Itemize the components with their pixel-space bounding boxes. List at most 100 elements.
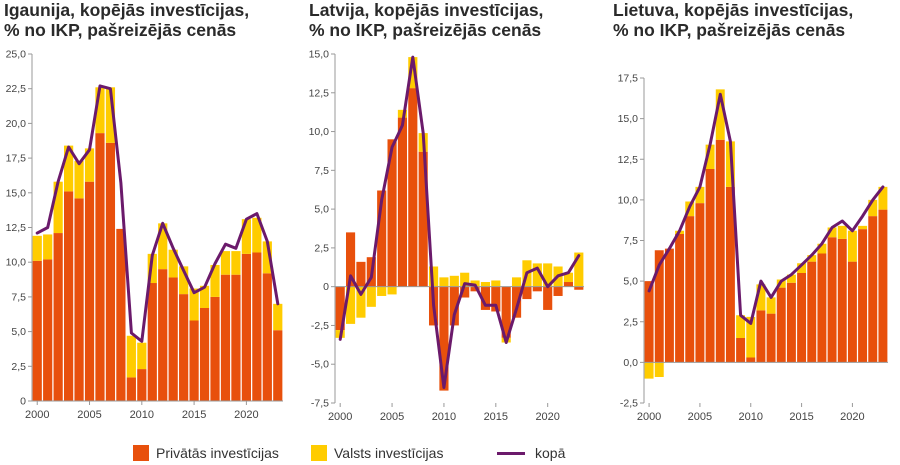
- lithuania-xtick-label: 2005: [688, 411, 712, 423]
- estonia-ytick-label: 17,5: [6, 153, 27, 165]
- estonia-bar-public: [137, 342, 147, 370]
- legend-total-line: [497, 451, 525, 455]
- estonia-bar-public: [179, 266, 189, 295]
- latvia-ytick-label: 12,5: [309, 87, 330, 99]
- lithuania-total-line: [647, 92, 885, 325]
- estonia-xtick-label: 2020: [234, 409, 258, 421]
- latvia-bar-private: [501, 286, 511, 338]
- lithuania-ytick-label: 15,0: [618, 113, 639, 125]
- lithuania-bar-public: [695, 186, 705, 204]
- latvia-bar-private: [543, 286, 553, 310]
- lithuania-bar-private: [675, 234, 685, 363]
- lithuania-bar-public: [705, 144, 715, 169]
- charts-canvas: 0 2,5 5,0 7,5 10,0 12,5 15,0 17,5 20,0 22,5 25,0 20…: [6, 49, 888, 423]
- estonia-ytick-label: 7,5: [11, 291, 26, 303]
- title-estonia: Igaunija, kopējās investīcijas, % no IKP…: [4, 0, 249, 40]
- estonia-bar-public: [74, 160, 84, 199]
- lithuania-bar-public: [756, 284, 766, 311]
- estonia-bar-private: [158, 269, 168, 401]
- estonia-bar-public: [147, 253, 157, 284]
- latvia-bar-private: [335, 286, 345, 331]
- estonia-bar-private: [53, 233, 63, 401]
- latvia-xtick-label: 2010: [432, 411, 456, 423]
- estonia-bar-public: [231, 251, 241, 275]
- lithuania-bar-private: [868, 216, 878, 363]
- estonia-xtick-label: 2005: [77, 409, 101, 421]
- lithuania-bar-public: [746, 316, 756, 358]
- lithuania-bar-private: [736, 338, 746, 363]
- lithuania-bar-public: [797, 263, 807, 273]
- latvia-ytick-label: 5,0: [314, 204, 329, 216]
- lithuania-ytick-label: 5,0: [623, 276, 638, 288]
- lithuania-bar-public: [766, 297, 776, 314]
- legend-public-label: Valsts investīcijas: [334, 445, 444, 461]
- lithuania-bar-private: [847, 261, 857, 363]
- lithuania-bar-private: [878, 209, 888, 363]
- estonia-bar-private: [105, 142, 116, 401]
- latvia-bar-private: [491, 286, 501, 312]
- latvia-ytick-label: -5,0: [311, 359, 329, 371]
- estonia-ytick-label: 25,0: [6, 49, 27, 61]
- estonia-bar-private: [168, 277, 178, 401]
- lithuania-bar-private: [786, 282, 796, 363]
- estonia-ytick-label: 0: [20, 396, 26, 408]
- latvia-bar-private: [449, 286, 459, 326]
- latvia-bar-private: [356, 261, 366, 287]
- estonia-bar-private: [231, 274, 241, 401]
- estonia-bar-public: [84, 148, 95, 182]
- lithuania-bar-public: [786, 274, 796, 283]
- estonia-bar-public: [189, 288, 199, 321]
- lithuania-bar-public: [644, 362, 654, 379]
- latvia-bar-public: [439, 277, 449, 287]
- latvia-ytick-label: -2,5: [311, 320, 329, 332]
- estonia-bar-private: [210, 296, 220, 401]
- lithuania-bar-private: [776, 287, 786, 363]
- latvia-bar-public: [511, 277, 522, 287]
- estonia-xtick-label: 2015: [182, 409, 206, 421]
- latvia-bar-public: [532, 263, 542, 287]
- latvia-ytick-label: 15,0: [309, 49, 330, 61]
- estonia-ytick-label: 20,0: [6, 118, 27, 130]
- latvia-bar-public: [543, 263, 553, 287]
- estonia-bar-public: [220, 251, 231, 275]
- estonia-bar-private: [273, 330, 283, 401]
- latvia-bar-public: [563, 272, 574, 283]
- estonia-bar-public: [210, 264, 220, 297]
- estonia-bar-private: [147, 283, 157, 401]
- latvia-bar-private: [439, 286, 449, 391]
- legend-total-label: kopā: [535, 445, 566, 461]
- lithuania-bar-private: [746, 357, 756, 363]
- latvia-bar-private: [408, 88, 418, 287]
- estonia-bar-private: [126, 377, 136, 401]
- estonia-bar-public: [241, 219, 251, 254]
- title-estonia-line2: % no IKP, pašreizējās cenās: [4, 20, 237, 40]
- latvia-bar-public: [377, 286, 387, 296]
- estonia-ytick-label: 2,5: [11, 361, 26, 373]
- lithuania-xtick-label: 2020: [840, 411, 864, 423]
- lithuania-bar-private: [654, 250, 664, 363]
- latvia-bar-public: [460, 272, 470, 287]
- estonia-ytick-label: 12,5: [6, 222, 27, 234]
- estonia-bar-private: [189, 320, 199, 401]
- lithuania-ytick-label: 12,5: [618, 154, 639, 166]
- title-latvia-line1: Latvija, kopējās investīcijas,: [309, 0, 544, 20]
- latvia-ytick-label: 10,0: [309, 126, 330, 138]
- estonia-ytick-label: 5,0: [11, 326, 26, 338]
- estonia-bar-public: [262, 241, 272, 274]
- latvia-bar-private: [418, 151, 428, 287]
- lithuania-ytick-label: 10,0: [618, 194, 639, 206]
- lithuania-bar-public: [858, 225, 868, 230]
- lithuania-bar-private: [756, 310, 766, 363]
- estonia-bar-public: [273, 303, 283, 331]
- lithuania-xtick-label: 2010: [739, 411, 763, 423]
- lithuania-bar-private: [705, 169, 715, 363]
- estonia-xtick-label: 2000: [25, 409, 49, 421]
- latvia-bar-public: [449, 275, 459, 287]
- latvia-bar-public: [356, 286, 366, 318]
- title-lithuania-line2: % no IKP, pašreizējās cenās: [613, 20, 846, 40]
- lithuania-bar-private: [725, 186, 735, 363]
- estonia-ytick-label: 15,0: [6, 187, 27, 199]
- title-estonia-line1: Igaunija, kopējās investīcijas,: [4, 0, 250, 20]
- estonia-bar-private: [262, 273, 272, 401]
- title-latvia-line2: % no IKP, pašreizējās cenās: [309, 20, 542, 40]
